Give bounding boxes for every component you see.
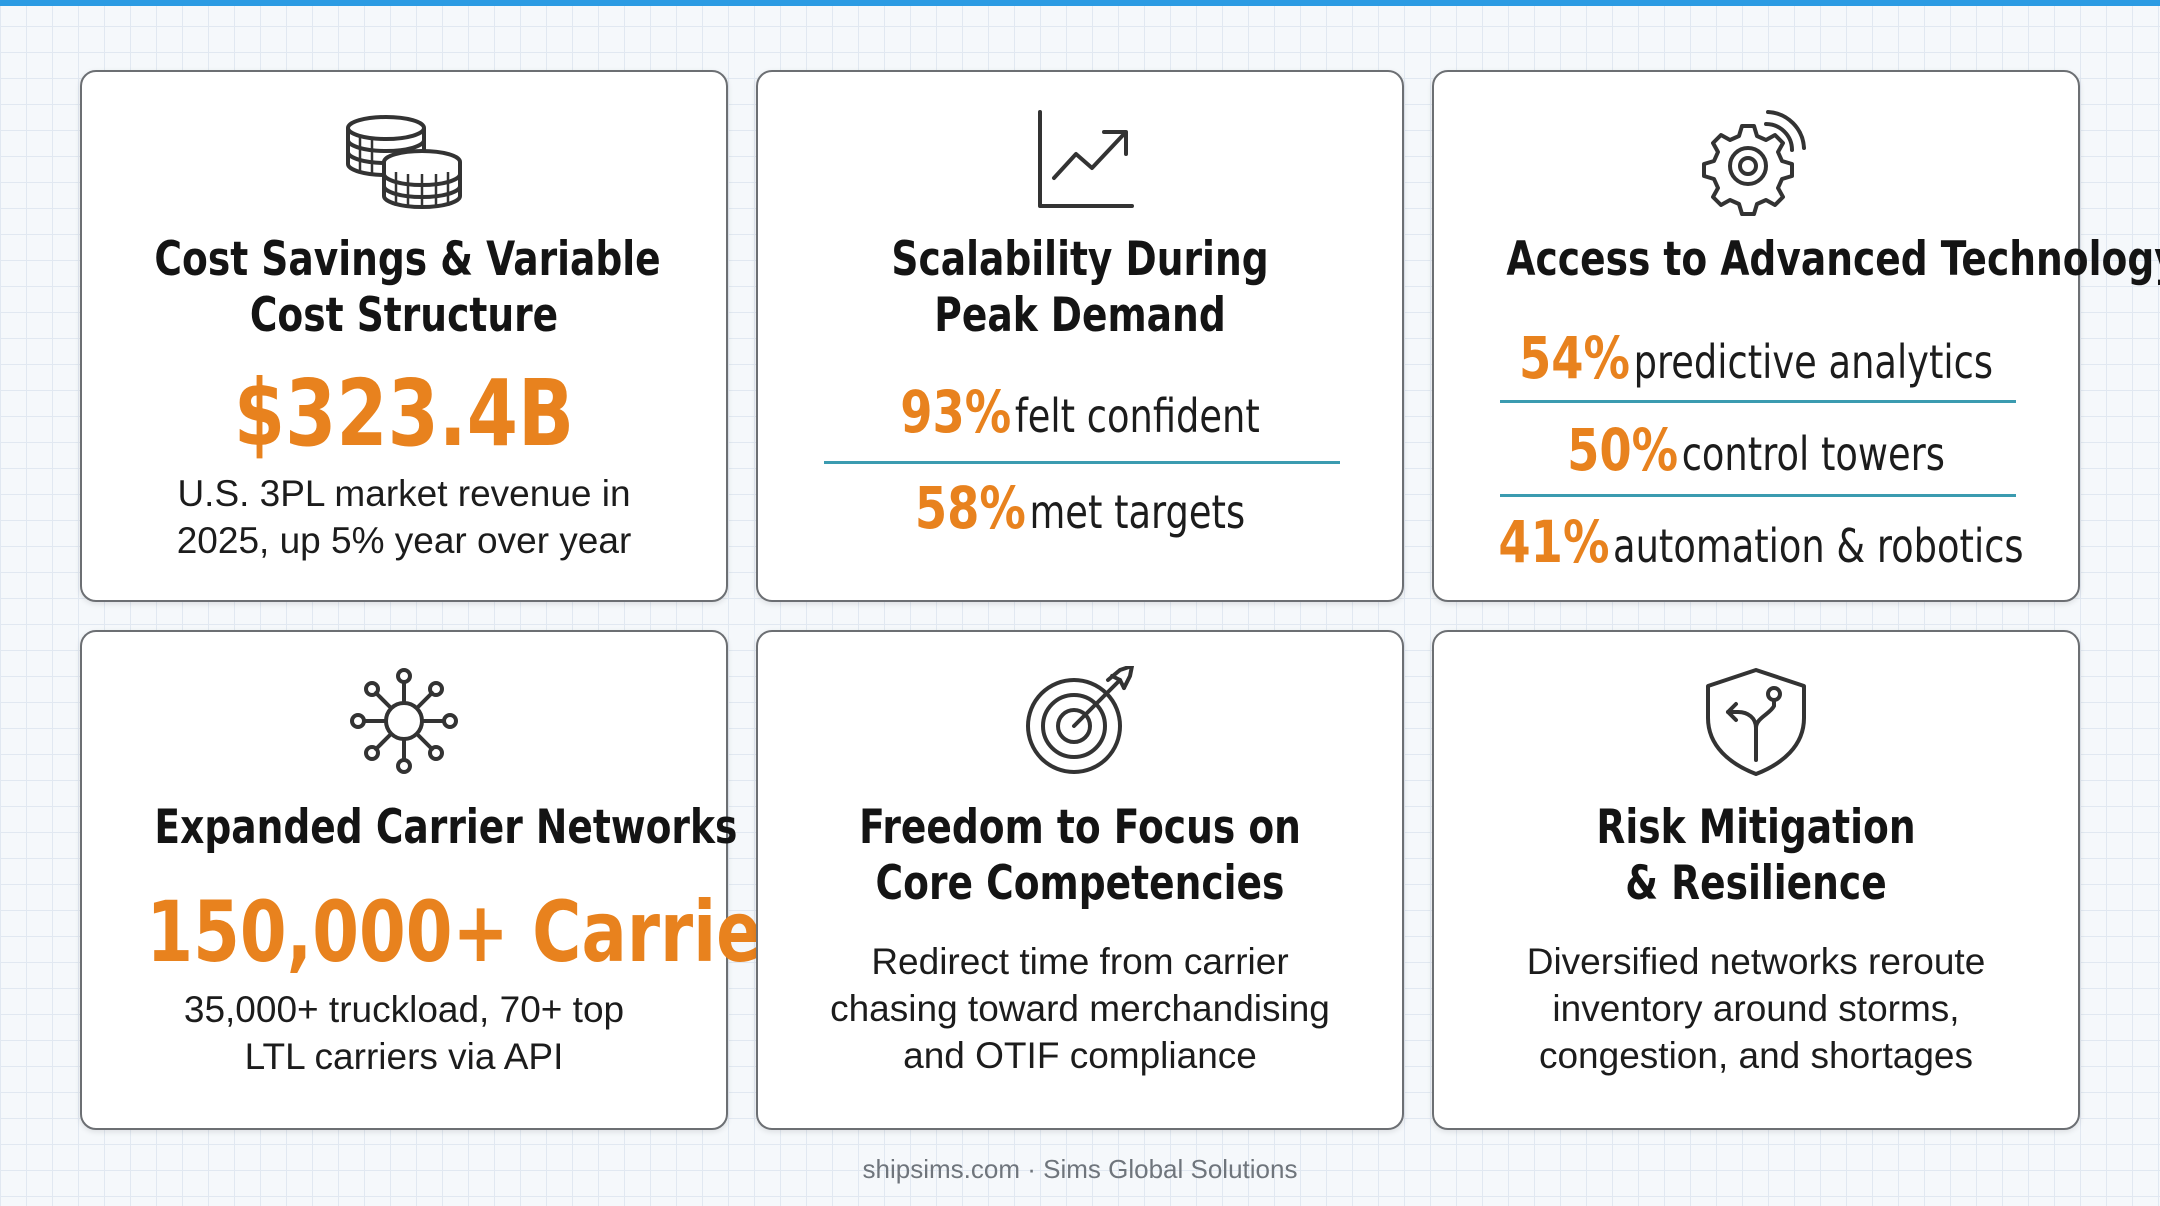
stat-row: 58% met targets (822, 474, 1337, 542)
divider (1500, 400, 2016, 403)
network-hub-icon (344, 666, 464, 776)
stat-label: predictive analytics (1633, 335, 1994, 389)
stat-row: 50% control towers (1498, 416, 2013, 484)
card-description: 35,000+ truckload, 70+ top LTL carriers … (183, 989, 625, 1077)
card-description: U.S. 3PL market revenue in 2025, up 5% y… (176, 473, 632, 561)
divider (1500, 494, 2016, 497)
card-carrier-networks: Expanded Carrier Networks 150,000+ Carri… (80, 630, 835, 1130)
card-cost-savings: Cost Savings & Variable Cost Structure $… (80, 70, 728, 602)
stat-label: met targets (1029, 485, 1246, 539)
card-title: Expanded Carrier Networks (154, 800, 738, 855)
card-core-competencies: Freedom to Focus on Core Competencies Re… (756, 630, 1404, 1130)
stat-label: automation & robotics (1613, 519, 2024, 573)
stat-row: 93% felt confident (822, 378, 1337, 446)
stat-percent: 93% (900, 378, 1012, 446)
stat-percent: 50% (1567, 416, 1679, 484)
card-title: Access to Advanced Technology (1506, 232, 2160, 287)
card-title: Risk Mitigation & Resilience (1596, 800, 1916, 911)
stat-percent: 58% (914, 474, 1026, 542)
stat-percent: 41% (1498, 508, 1610, 576)
shield-route-icon (1696, 666, 1816, 776)
stat-label: felt confident (1014, 389, 1260, 443)
card-description: Redirect time from carrier chasing towar… (830, 941, 1330, 1076)
trend-chart-icon (1020, 106, 1140, 216)
stat-label: control towers (1681, 427, 1945, 481)
stat-row: 54% predictive analytics (1498, 324, 2013, 392)
target-arrow-icon (1020, 666, 1140, 776)
footer-credit: shipsims.com · Sims Global Solutions (862, 1154, 1298, 1184)
stat-row: 41% automation & robotics (1498, 508, 2023, 576)
card-scalability: Scalability During Peak Demand 93% felt … (756, 70, 1404, 602)
card-description: Diversified networks reroute inventory a… (1526, 941, 1986, 1076)
stat-value: 150,000+ Carriers (146, 883, 835, 981)
divider (824, 461, 1340, 464)
stat-percent: 54% (1518, 324, 1631, 392)
coins-icon (344, 106, 464, 216)
card-title: Cost Savings & Variable Cost Structure (154, 232, 661, 343)
gear-signal-icon (1696, 106, 1816, 216)
card-technology: Access to Advanced Technology 54% predic… (1432, 70, 2160, 602)
card-risk-mitigation: Risk Mitigation & Resilience Diversified… (1432, 630, 2080, 1130)
card-title: Scalability During Peak Demand (891, 232, 1269, 343)
card-title: Freedom to Focus on Core Competencies (859, 800, 1301, 911)
stat-value: $323.4B (233, 360, 575, 467)
top-accent-bar (0, 0, 2160, 6)
